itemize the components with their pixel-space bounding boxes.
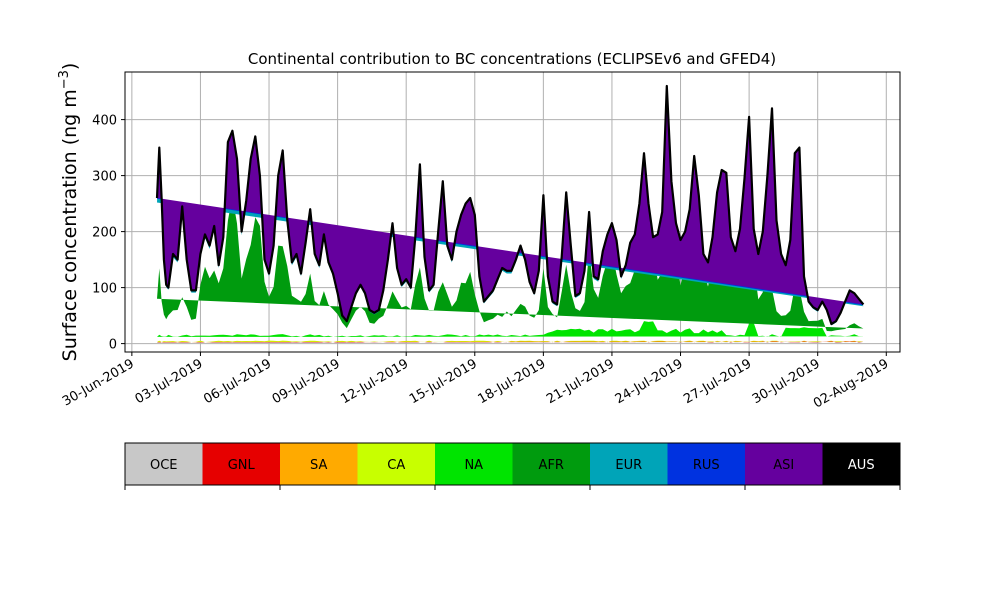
series-area-ca	[157, 340, 864, 342]
legend-swatch-gnl	[202, 443, 280, 485]
series-area-na	[157, 321, 864, 337]
legend-label-aus: AUS	[848, 458, 875, 473]
legend-frame	[124, 442, 901, 486]
legend-colorbar: OCE GNL SA CA NA AFR EUR RUS ASI AUS	[124, 442, 901, 490]
legend-swatch-eur	[590, 443, 668, 485]
legend-label-sa: SA	[310, 458, 327, 473]
legend-label-na: NA	[464, 458, 483, 473]
x-tick-label: 06-Jul-2019	[201, 356, 274, 407]
x-tick-label: 27-Jul-2019	[681, 356, 754, 407]
x-tick-label: 24-Jul-2019	[613, 356, 686, 407]
series-area-oce	[157, 341, 864, 343]
y-tick-label: 200	[92, 226, 117, 241]
x-tick-label: 09-Jul-2019	[270, 356, 343, 407]
series-area-asi	[157, 86, 864, 324]
y-tick-label: 100	[92, 282, 117, 297]
legend-label-asi: ASI	[773, 458, 794, 473]
y-tick-label: 0	[109, 338, 117, 353]
x-tick-label: 21-Jul-2019	[544, 356, 617, 407]
series-area-afr	[157, 178, 864, 332]
legend-swatch-sa	[280, 443, 358, 485]
y-tick-label: 400	[92, 114, 117, 129]
legend-swatch-aus	[822, 443, 900, 485]
legend-swatch-rus	[667, 443, 745, 485]
x-tick-label: 02-Aug-2019	[811, 356, 891, 411]
legend-swatch-na	[435, 443, 513, 485]
x-tick-label: 18-Jul-2019	[476, 356, 549, 407]
y-axis-label-main: Surface concentration (ng m	[59, 89, 81, 361]
x-tick-label: 03-Jul-2019	[133, 356, 206, 407]
legend-swatch-oce	[125, 443, 203, 485]
legend-label-afr: AFR	[539, 458, 564, 473]
x-tick-label: 12-Jul-2019	[338, 356, 411, 407]
legend-label-rus: RUS	[693, 458, 720, 473]
x-tick-label: 15-Jul-2019	[407, 356, 480, 407]
legend-swatch-asi	[745, 443, 823, 485]
plot-frame	[124, 71, 901, 353]
chart-title: Continental contribution to BC concentra…	[248, 50, 776, 68]
y-tick-label: 300	[92, 170, 117, 185]
legend-label-eur: EUR	[615, 458, 642, 473]
legend-label-ca: CA	[387, 458, 405, 473]
legend-label-oce: OCE	[150, 458, 178, 473]
legend-label-gnl: GNL	[228, 458, 256, 473]
legend-swatch-afr	[512, 443, 590, 485]
series-line-aus-total	[155, 84, 865, 326]
y-axis-label-close: )	[59, 63, 81, 70]
series-group	[155, 84, 865, 343]
x-tick-label: 30-Jun-2019	[60, 356, 137, 409]
y-axis-label: Surface concentration (ng m−3)	[57, 63, 81, 362]
legend-swatch-ca	[357, 443, 435, 485]
y-axis-label-superscript: −3	[57, 70, 72, 89]
